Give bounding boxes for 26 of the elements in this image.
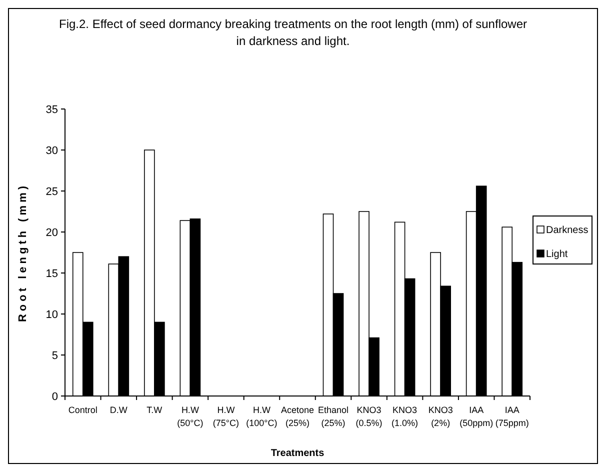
y-tick-label: 35	[46, 104, 58, 116]
y-tick-label: 10	[46, 308, 58, 321]
chart-title: Fig.2. Effect of seed dormancy breaking treatments on the root length (mm) of sunflower in darkness and light.	[58, 17, 528, 48]
x-tick-label: Ethanol (25%)	[318, 405, 349, 428]
y-tick-label: 25	[46, 186, 58, 198]
x-tick-label: IAA (75ppm)	[495, 405, 529, 428]
x-tick-label: D.W	[110, 405, 128, 415]
x-tick-label: H.W (75°C)	[212, 405, 240, 428]
y-tick-label: 5	[52, 350, 58, 362]
y-tick-label: 15	[46, 268, 58, 280]
x-tick-label: IAA (50ppm)	[460, 405, 494, 428]
y-axis-title: Root length (mm)	[17, 182, 29, 322]
x-tick-label: KNO3 (2%)	[428, 405, 453, 428]
x-tick-label: H.W (50°C)	[177, 405, 204, 428]
x-axis-title: Treatments	[270, 448, 325, 459]
x-tick-label: Acetone (25%)	[280, 405, 314, 428]
x-tick-label: T.W	[146, 405, 163, 415]
x-tick-label: H.W (100°C)	[246, 405, 278, 428]
legend-label: Darkness	[546, 225, 588, 236]
x-tick-label: KNO3 (1.0%)	[392, 405, 418, 428]
y-tick-label: 0	[52, 390, 58, 403]
x-tick-label: Control	[68, 405, 98, 415]
legend-label: Light	[546, 249, 568, 260]
x-tick-label: KNO3 (0.5%)	[356, 405, 382, 428]
y-tick-label: 30	[46, 144, 58, 157]
y-tick-label: 20	[46, 226, 58, 239]
